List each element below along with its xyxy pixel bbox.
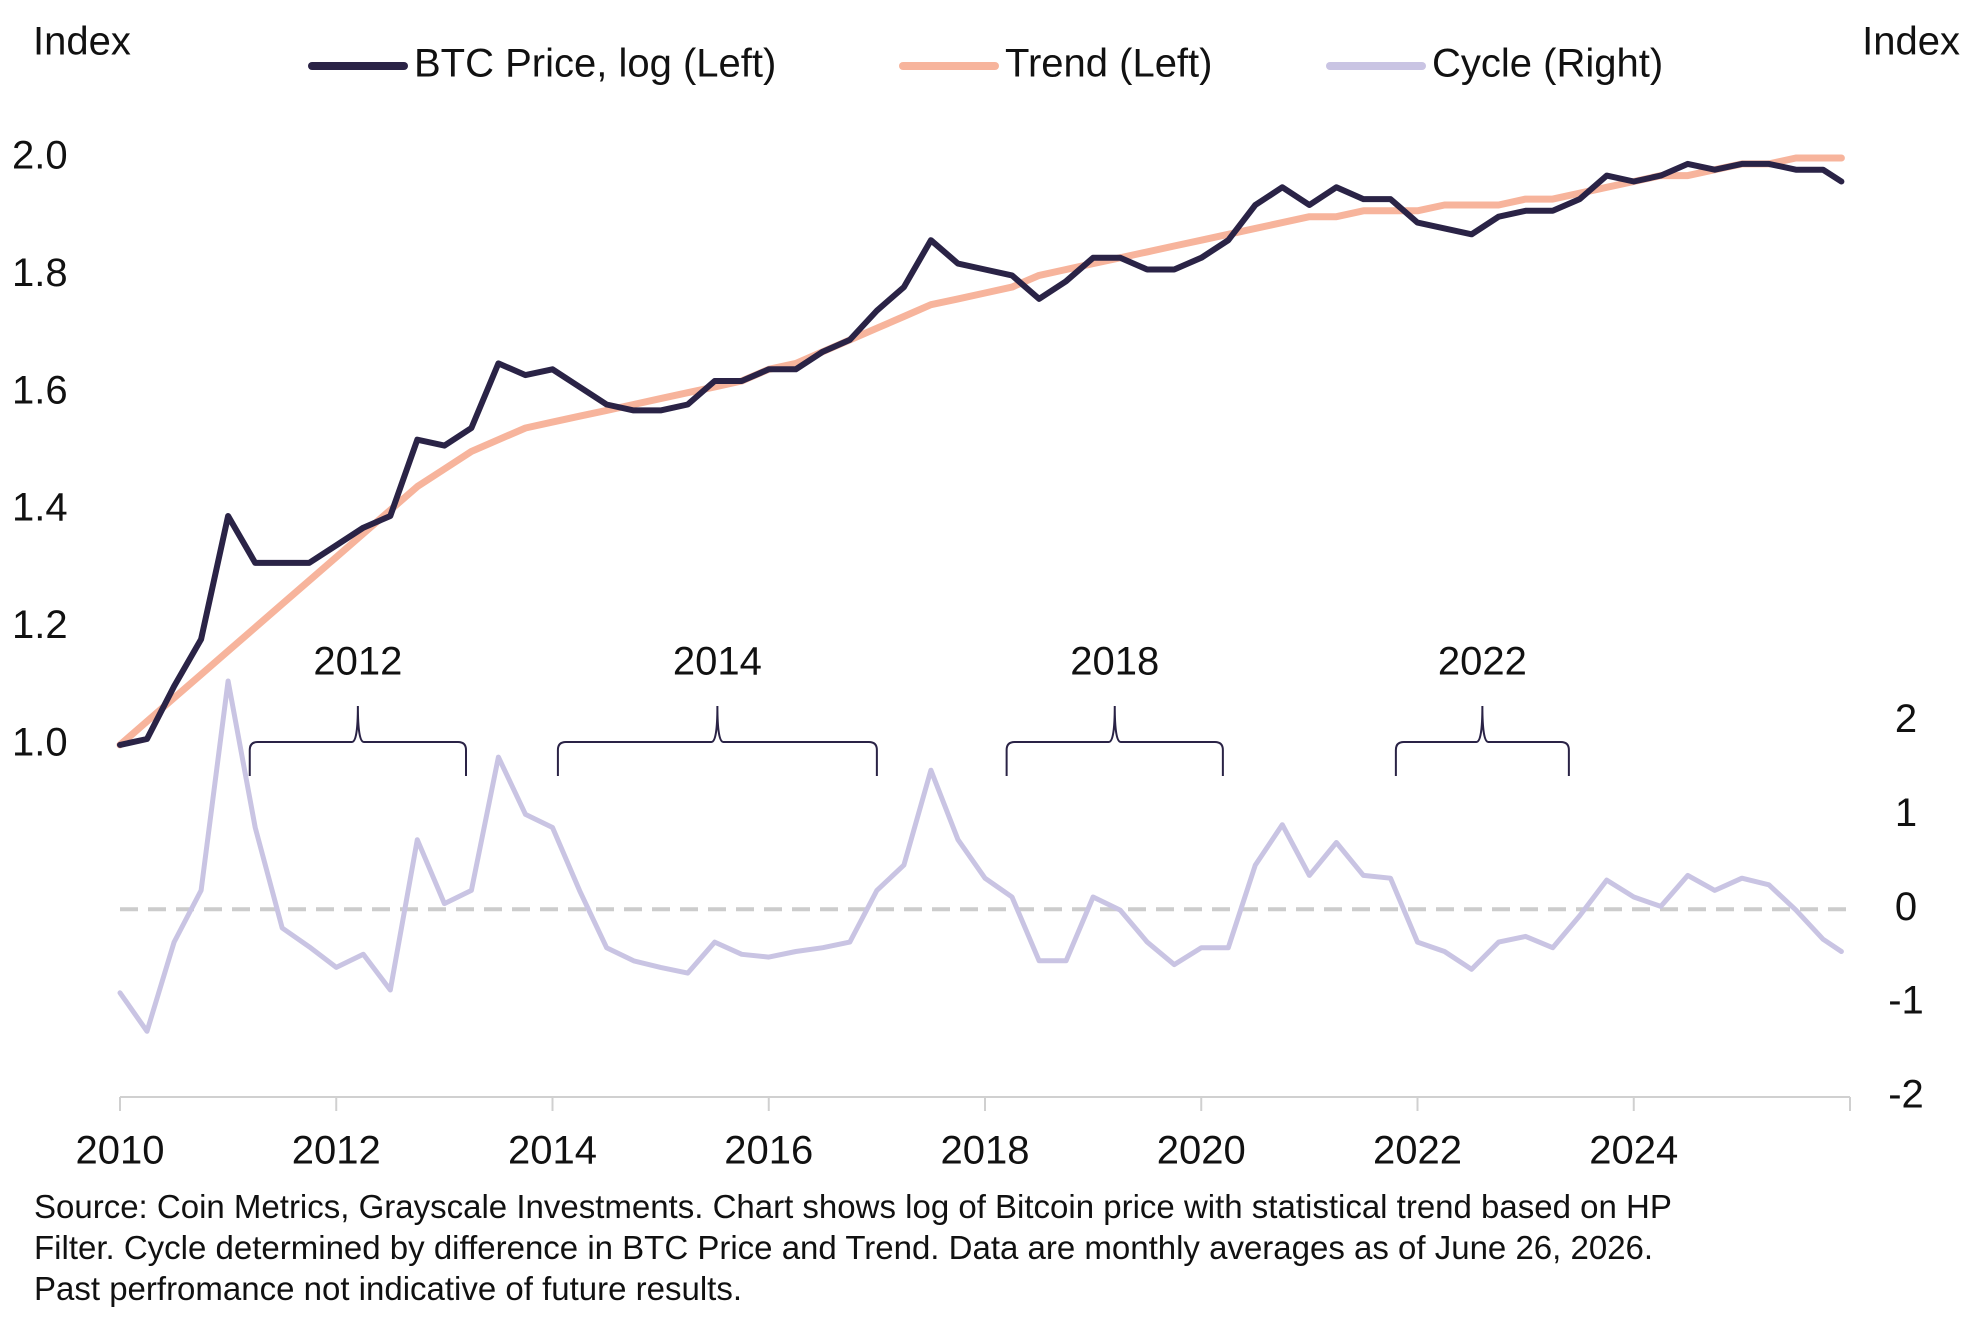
annotation-label: 2018 [1070,640,1159,684]
x-tick-label: 2022 [1373,1129,1462,1173]
annotation-label: 2012 [313,640,402,684]
annotation-bracket [556,705,878,776]
x-tick-label: 2010 [76,1129,165,1173]
y2-axis-label: Index [1862,20,1960,64]
footnote: Past perfromance not indicative of futur… [34,1270,742,1307]
y-tick-label: 2.0 [12,134,68,178]
series-line [117,160,1845,748]
annotation-label: 2014 [673,640,762,684]
x-tick-label: 2024 [1589,1129,1678,1173]
y2-tick-label: -2 [1888,1073,1924,1117]
x-tick-label: 2020 [1157,1129,1246,1173]
legend-label: Cycle (Right) [1432,42,1663,86]
y-tick-label: 1.2 [12,603,68,647]
series-line [117,678,1844,1034]
x-tick-label: 2016 [724,1129,813,1173]
annotation-bracket [1394,705,1570,776]
y-tick-label: 1.8 [12,251,68,295]
x-tick-label: 2018 [941,1129,1030,1173]
annotation-bracket [248,705,467,776]
y-tick-label: 1.0 [12,720,68,764]
y-axis-label: Index [33,20,131,64]
y-tick-label: 1.6 [12,368,68,412]
footnote: Source: Coin Metrics, Grayscale Investme… [34,1188,1672,1225]
footnote: Filter. Cycle determined by difference i… [34,1229,1653,1266]
y2-tick-label: 1 [1895,791,1917,835]
y2-tick-label: 2 [1895,697,1917,741]
annotation-bracket [1005,705,1224,776]
x-tick-label: 2012 [292,1129,381,1173]
legend-label: BTC Price, log (Left) [414,42,776,86]
y2-tick-label: 0 [1895,885,1917,929]
series-line [116,154,1845,749]
legend-label: Trend (Left) [1005,42,1212,86]
y2-tick-label: -1 [1888,979,1924,1023]
x-tick-label: 2014 [508,1129,597,1173]
annotation-label: 2022 [1438,640,1527,684]
y-tick-label: 1.4 [12,486,68,530]
